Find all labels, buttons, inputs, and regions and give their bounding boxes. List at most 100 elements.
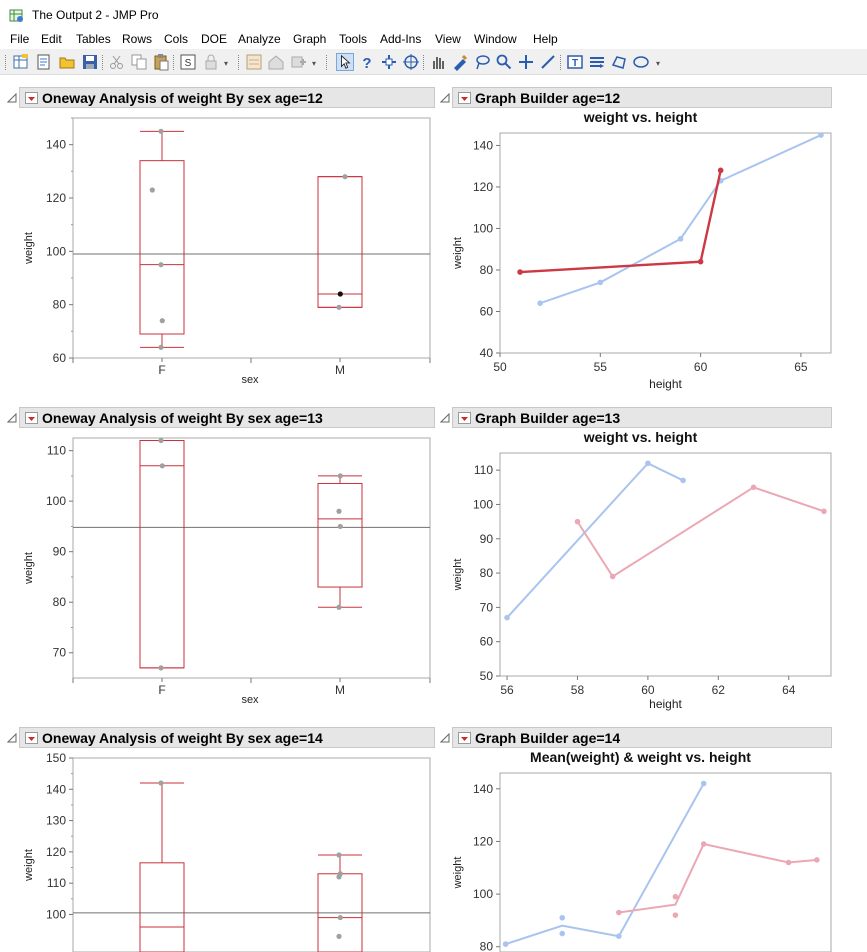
plot-frame bbox=[72, 437, 431, 679]
menu-add-ins[interactable]: Add-Ins bbox=[380, 32, 422, 46]
x-tick-label: 56 bbox=[500, 683, 514, 697]
copy-icon[interactable] bbox=[130, 53, 148, 71]
data-point bbox=[336, 304, 342, 310]
y-tick-label: 60 bbox=[480, 635, 494, 649]
red-triangle-menu-icon[interactable] bbox=[458, 92, 471, 104]
chevron-down-icon[interactable]: ▾ bbox=[312, 59, 317, 68]
save-icon[interactable] bbox=[81, 53, 99, 71]
svg-text:T: T bbox=[572, 58, 578, 69]
chevron-down-icon[interactable]: ▾ bbox=[656, 59, 661, 68]
new-data-table-icon[interactable] bbox=[12, 53, 30, 71]
graph-builder-age-13-header[interactable]: Graph Builder age=13 bbox=[440, 407, 832, 428]
y-tick-label: 70 bbox=[480, 600, 494, 614]
oneway-age-12-header[interactable]: Oneway Analysis of weight By sex age=12 bbox=[7, 87, 435, 108]
y-tick-label: 130 bbox=[46, 814, 66, 828]
toolbar-separator bbox=[423, 55, 424, 70]
y-tick-label: 120 bbox=[46, 845, 66, 859]
selection-tool-icon[interactable] bbox=[380, 53, 398, 71]
disclosure-triangle-icon[interactable] bbox=[7, 413, 17, 423]
data-point bbox=[574, 518, 581, 525]
menu-bar: File Edit Tables Rows Cols DOE Analyze G… bbox=[0, 31, 867, 49]
data-point bbox=[158, 128, 164, 134]
magnifier-tool-icon[interactable] bbox=[495, 53, 513, 71]
window-title: The Output 2 - JMP Pro bbox=[32, 8, 159, 22]
menu-graph[interactable]: Graph bbox=[293, 32, 327, 46]
box-F bbox=[139, 437, 185, 671]
graph-builder-age-14-header[interactable]: Graph Builder age=14 bbox=[440, 727, 832, 748]
menu-help[interactable]: Help bbox=[533, 32, 558, 46]
new-script-icon[interactable] bbox=[35, 53, 53, 71]
red-triangle-menu-icon[interactable] bbox=[25, 92, 38, 104]
series-1 bbox=[517, 167, 724, 275]
menu-file[interactable]: File bbox=[10, 32, 30, 46]
line-tool-icon[interactable] bbox=[539, 53, 557, 71]
y-tick-label: 100 bbox=[46, 494, 66, 508]
red-triangle-menu-icon[interactable] bbox=[25, 732, 38, 744]
oneway-age-13-header[interactable]: Oneway Analysis of weight By sex age=13 bbox=[7, 407, 435, 428]
ellipse-icon[interactable] bbox=[632, 53, 650, 71]
crosshair-tool-icon[interactable] bbox=[402, 53, 420, 71]
x-tick-label: 62 bbox=[712, 683, 726, 697]
toolbar-separator bbox=[173, 55, 174, 70]
data-point bbox=[336, 508, 342, 514]
simple-shape-icon[interactable] bbox=[588, 53, 606, 71]
oneway-age-14-header[interactable]: Oneway Analysis of weight By sex age=14 bbox=[7, 727, 435, 748]
brush-tool-icon[interactable] bbox=[451, 53, 469, 71]
layout-icon[interactable] bbox=[245, 53, 263, 71]
y-tick-label: 100 bbox=[473, 497, 493, 511]
menu-tables[interactable]: Tables bbox=[76, 32, 111, 46]
home-icon[interactable] bbox=[267, 53, 285, 71]
y-tick-label: 140 bbox=[46, 138, 66, 152]
toolbar: S ▾ ▾ ? T ▾ bbox=[0, 49, 867, 75]
cut-icon[interactable] bbox=[108, 53, 126, 71]
disclosure-triangle-icon[interactable] bbox=[7, 93, 17, 103]
journal-icon[interactable]: S bbox=[179, 53, 197, 71]
y-tick-label: 100 bbox=[473, 221, 493, 235]
add-icon[interactable] bbox=[290, 53, 308, 71]
disclosure-triangle-icon[interactable] bbox=[440, 733, 450, 743]
y-tick-label: 100 bbox=[46, 244, 66, 258]
series-0 bbox=[502, 780, 707, 947]
lock-icon[interactable] bbox=[202, 53, 220, 71]
y-tick-label: 80 bbox=[53, 298, 67, 312]
data-point bbox=[680, 477, 686, 484]
box-body bbox=[139, 160, 185, 335]
menu-doe[interactable]: DOE bbox=[201, 32, 228, 46]
y-tick-label: 100 bbox=[46, 907, 66, 921]
menu-rows[interactable]: Rows bbox=[122, 32, 153, 46]
data-point bbox=[158, 665, 164, 671]
disclosure-triangle-icon[interactable] bbox=[7, 733, 17, 743]
menu-view[interactable]: View bbox=[435, 32, 461, 46]
disclosure-triangle-icon[interactable] bbox=[440, 93, 450, 103]
y-tick-label: 100 bbox=[473, 887, 493, 901]
annotate-tool-icon[interactable]: T bbox=[566, 53, 584, 71]
menu-window[interactable]: Window bbox=[474, 32, 517, 46]
data-point bbox=[537, 300, 543, 306]
help-tool-icon[interactable]: ? bbox=[358, 53, 376, 71]
chevron-down-icon[interactable]: ▾ bbox=[224, 59, 229, 68]
box-body bbox=[317, 482, 363, 588]
data-point bbox=[700, 780, 707, 787]
data-point bbox=[677, 236, 684, 242]
paste-icon[interactable] bbox=[152, 53, 170, 71]
polygon-icon[interactable] bbox=[610, 53, 628, 71]
y-axis-label: weight bbox=[452, 559, 464, 592]
data-point bbox=[609, 573, 616, 580]
red-triangle-menu-icon[interactable] bbox=[458, 412, 471, 424]
disclosure-triangle-icon[interactable] bbox=[440, 413, 450, 423]
data-point bbox=[750, 484, 757, 491]
data-point bbox=[697, 258, 704, 265]
red-triangle-menu-icon[interactable] bbox=[458, 732, 471, 744]
graph-builder-age-12-header[interactable]: Graph Builder age=12 bbox=[440, 87, 832, 108]
menu-edit[interactable]: Edit bbox=[41, 32, 62, 46]
menu-cols[interactable]: Cols bbox=[164, 32, 189, 46]
crosshair-plus-icon[interactable] bbox=[517, 53, 535, 71]
lasso-tool-icon[interactable] bbox=[473, 53, 491, 71]
grabber-tool-icon[interactable] bbox=[429, 53, 447, 71]
menu-analyze[interactable]: Analyze bbox=[238, 32, 281, 46]
menu-tools[interactable]: Tools bbox=[339, 32, 368, 46]
open-icon[interactable] bbox=[58, 53, 76, 71]
arrow-tool-icon[interactable] bbox=[336, 53, 354, 71]
red-triangle-menu-icon[interactable] bbox=[25, 412, 38, 424]
